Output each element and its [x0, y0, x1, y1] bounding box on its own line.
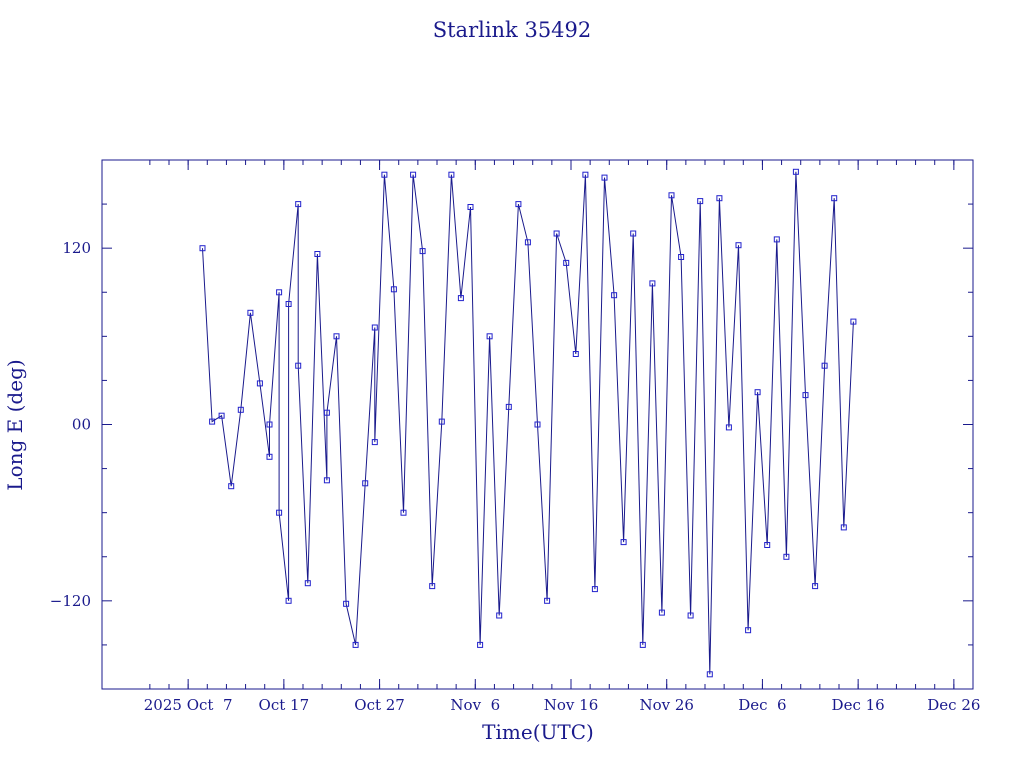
data-point: [429, 583, 436, 590]
data-point: [467, 204, 474, 210]
y-tick-label: 00: [72, 416, 91, 434]
data-point: [831, 195, 838, 202]
data-point: [381, 171, 388, 178]
data-point: [515, 201, 522, 208]
data-point: [572, 351, 579, 357]
data-point: [410, 171, 417, 178]
data-point: [754, 389, 761, 396]
data-point: [247, 309, 254, 316]
x-axis-label: Time(UTC): [482, 720, 594, 744]
x-tick-label: Dec 26: [927, 696, 980, 714]
data-point: [563, 259, 570, 266]
data-point: [371, 324, 378, 331]
data-point: [323, 477, 330, 484]
data-point: [524, 239, 531, 246]
x-tick-label: Dec 6: [738, 696, 786, 714]
y-tick-label: 120: [62, 239, 91, 257]
axis-ticks: [102, 160, 974, 689]
data-point: [601, 174, 608, 181]
data-point: [591, 586, 598, 593]
data-point: [209, 418, 216, 425]
data-point: [496, 612, 503, 619]
data-point: [199, 245, 206, 252]
data-point: [725, 424, 732, 431]
data-point: [649, 280, 656, 287]
x-tick-label: Nov 16: [544, 696, 599, 714]
data-point: [371, 439, 378, 446]
data-point: [333, 333, 340, 340]
data-point: [438, 418, 445, 425]
data-point: [266, 453, 273, 460]
data-point: [218, 412, 225, 419]
data-point: [228, 483, 235, 490]
data-point: [343, 600, 350, 607]
data-point: [821, 362, 828, 369]
data-point: [362, 480, 369, 487]
data-point: [840, 524, 847, 531]
data-point: [706, 671, 713, 678]
data-point: [639, 641, 646, 648]
data-point: [630, 230, 637, 237]
data-point: [276, 289, 283, 296]
chart-title: Starlink 35492: [433, 18, 592, 42]
data-point: [237, 406, 244, 413]
data-point: [764, 542, 771, 548]
data-point: [323, 409, 330, 416]
data-point: [295, 362, 302, 369]
data-point: [544, 597, 551, 604]
data-point: [716, 195, 723, 202]
data-point: [792, 168, 799, 175]
data-point: [457, 295, 464, 302]
data-point: [352, 641, 359, 648]
x-tick-label: Dec 16: [832, 696, 885, 714]
data-point: [266, 421, 273, 428]
data-point: [304, 580, 311, 587]
data-point: [400, 509, 407, 516]
data-point: [620, 539, 627, 546]
x-tick-label: Oct 27: [354, 696, 405, 714]
data-point: [658, 609, 665, 616]
data-point: [802, 392, 809, 399]
x-tick-label: Nov 6: [450, 696, 500, 714]
data-point: [534, 421, 541, 428]
data-point: [276, 509, 283, 516]
data-point: [486, 333, 493, 340]
series-line: [202, 171, 854, 675]
x-tick-label: Oct 17: [259, 696, 310, 714]
data-point: [745, 627, 752, 634]
data-point: [314, 251, 321, 257]
data-point: [553, 230, 560, 237]
data-point: [668, 192, 675, 199]
data-point: [850, 318, 857, 325]
plot-series: [199, 168, 857, 678]
data-point: [505, 403, 512, 410]
data-point: [295, 201, 302, 208]
data-point: [448, 171, 455, 178]
y-tick-label: −120: [50, 592, 91, 610]
data-point: [678, 254, 685, 260]
data-point: [735, 242, 742, 249]
x-tick-label: Nov 26: [639, 696, 694, 714]
data-point: [773, 236, 780, 243]
x-tick-label: 2025 Oct 7: [144, 696, 233, 714]
y-axis-label: Long E (deg): [3, 359, 27, 490]
data-point: [285, 301, 292, 307]
data-point: [477, 641, 484, 648]
tick-labels: 2025 Oct 7 Oct 17 Oct 27 Nov 6 Nov 16 Nov 26 D…: [50, 239, 981, 714]
data-point: [419, 248, 426, 255]
data-point: [812, 583, 819, 590]
data-point: [611, 292, 618, 299]
data-point: [582, 171, 589, 178]
data-point: [687, 612, 694, 619]
data-point: [390, 286, 397, 293]
data-point: [783, 553, 790, 560]
data-point: [256, 380, 263, 387]
data-point: [285, 597, 292, 604]
data-point: [697, 198, 704, 205]
